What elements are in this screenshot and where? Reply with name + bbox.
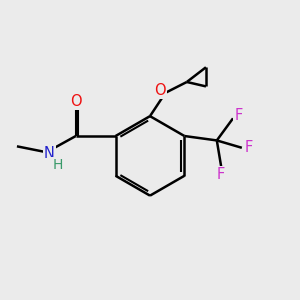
Text: H: H bbox=[52, 158, 63, 172]
Text: O: O bbox=[70, 94, 82, 109]
Text: F: F bbox=[217, 167, 225, 182]
Text: F: F bbox=[244, 140, 252, 155]
Text: N: N bbox=[44, 146, 55, 161]
Text: O: O bbox=[154, 83, 166, 98]
Text: F: F bbox=[234, 109, 242, 124]
